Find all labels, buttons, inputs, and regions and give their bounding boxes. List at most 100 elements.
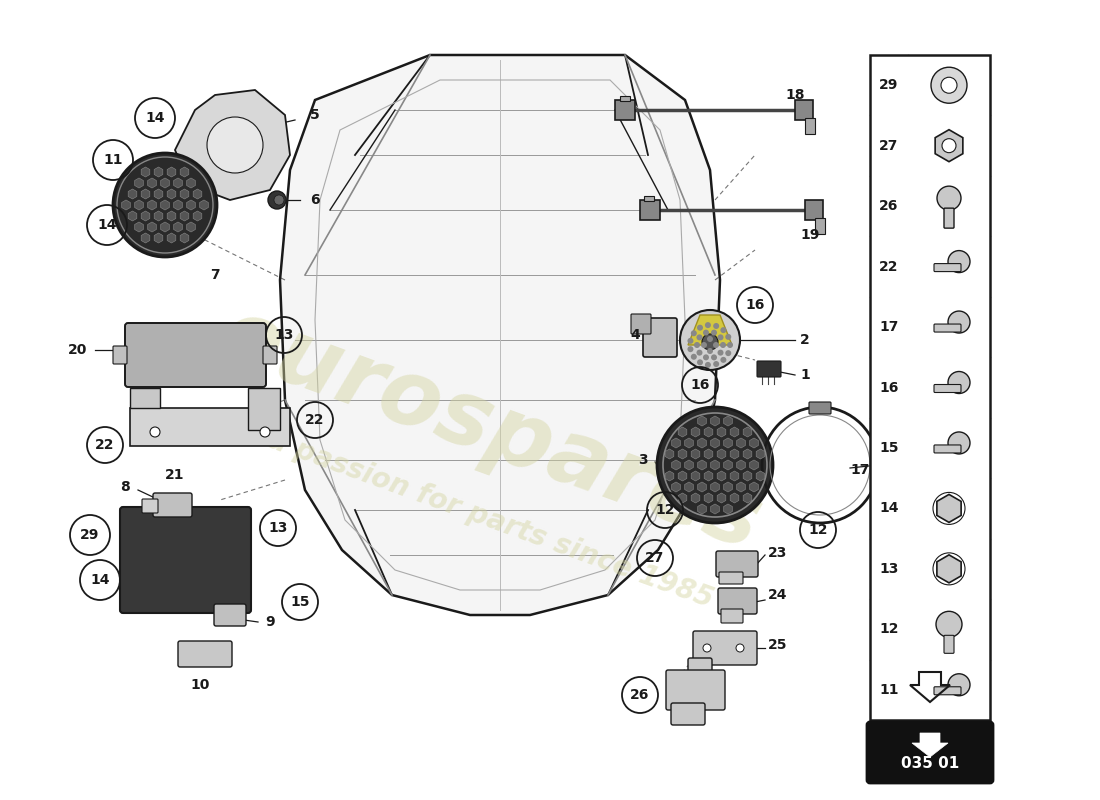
Circle shape [937,186,961,210]
Polygon shape [717,449,726,459]
Text: 14: 14 [90,573,110,587]
Polygon shape [724,482,733,492]
FancyBboxPatch shape [944,635,954,654]
Text: 18: 18 [785,88,804,102]
Polygon shape [141,189,150,199]
Polygon shape [187,200,196,210]
Text: 27: 27 [646,551,664,565]
FancyBboxPatch shape [719,572,742,584]
Polygon shape [724,460,733,470]
Text: 15: 15 [879,441,899,455]
Polygon shape [141,167,150,177]
FancyBboxPatch shape [615,100,635,120]
Text: 14: 14 [879,502,899,515]
Polygon shape [756,471,764,481]
Polygon shape [697,504,706,514]
FancyBboxPatch shape [688,658,712,684]
Polygon shape [744,427,751,437]
Polygon shape [174,222,183,232]
Polygon shape [684,438,693,448]
Text: 12: 12 [879,622,899,636]
Circle shape [717,334,724,340]
Polygon shape [672,482,680,492]
Circle shape [727,342,733,348]
Text: 12: 12 [656,503,674,517]
FancyBboxPatch shape [666,670,725,710]
Circle shape [705,322,711,328]
FancyBboxPatch shape [693,631,757,665]
Polygon shape [697,438,706,448]
Polygon shape [122,200,130,210]
Polygon shape [724,416,733,426]
Polygon shape [711,416,719,426]
Polygon shape [679,427,686,437]
Text: 16: 16 [746,298,764,312]
Polygon shape [147,222,156,232]
Polygon shape [691,471,700,481]
Text: 22: 22 [96,438,114,452]
FancyBboxPatch shape [248,388,280,430]
Polygon shape [194,189,201,199]
Polygon shape [129,211,136,221]
Circle shape [948,674,970,696]
Circle shape [936,611,962,638]
Circle shape [713,323,719,329]
FancyBboxPatch shape [214,604,246,626]
Text: a passion for parts since 1985: a passion for parts since 1985 [264,426,716,614]
Text: 21: 21 [165,468,185,482]
Text: 29: 29 [80,528,100,542]
FancyBboxPatch shape [620,96,630,101]
FancyBboxPatch shape [934,686,961,694]
Text: 19: 19 [800,228,820,242]
Text: 17: 17 [879,320,899,334]
Polygon shape [167,189,176,199]
Polygon shape [672,438,680,448]
Polygon shape [154,167,163,177]
Text: 25: 25 [768,638,788,652]
FancyBboxPatch shape [815,218,825,234]
Text: 13: 13 [879,562,899,576]
Polygon shape [134,200,143,210]
Text: 10: 10 [190,678,210,692]
Circle shape [696,334,703,340]
FancyBboxPatch shape [120,507,251,613]
FancyBboxPatch shape [631,314,651,334]
Polygon shape [161,200,169,210]
Polygon shape [756,449,764,459]
Circle shape [711,354,717,360]
Circle shape [707,348,713,354]
Polygon shape [717,427,726,437]
Circle shape [713,342,719,348]
Text: 29: 29 [879,78,899,92]
Circle shape [697,325,703,330]
Text: 26: 26 [879,199,899,213]
FancyBboxPatch shape [640,200,660,220]
FancyBboxPatch shape [867,722,993,783]
Polygon shape [744,493,751,503]
Polygon shape [280,55,720,615]
Text: 17: 17 [850,463,869,477]
Polygon shape [180,211,189,221]
Polygon shape [750,482,758,492]
Polygon shape [750,460,758,470]
Text: 035 01: 035 01 [901,755,959,770]
Text: 13: 13 [274,328,294,342]
Polygon shape [167,233,176,243]
Polygon shape [691,493,700,503]
Text: 8: 8 [120,480,130,494]
Polygon shape [730,427,739,437]
FancyBboxPatch shape [934,385,961,393]
FancyBboxPatch shape [720,609,742,623]
Circle shape [694,342,700,348]
Polygon shape [912,733,948,757]
Text: 4: 4 [630,328,640,342]
Polygon shape [666,471,674,481]
Polygon shape [154,211,163,221]
Polygon shape [730,493,739,503]
Text: 26: 26 [630,688,650,702]
Polygon shape [704,449,713,459]
Polygon shape [134,222,143,232]
Text: 11: 11 [879,682,899,697]
Text: 9: 9 [265,615,275,629]
FancyBboxPatch shape [805,200,823,220]
